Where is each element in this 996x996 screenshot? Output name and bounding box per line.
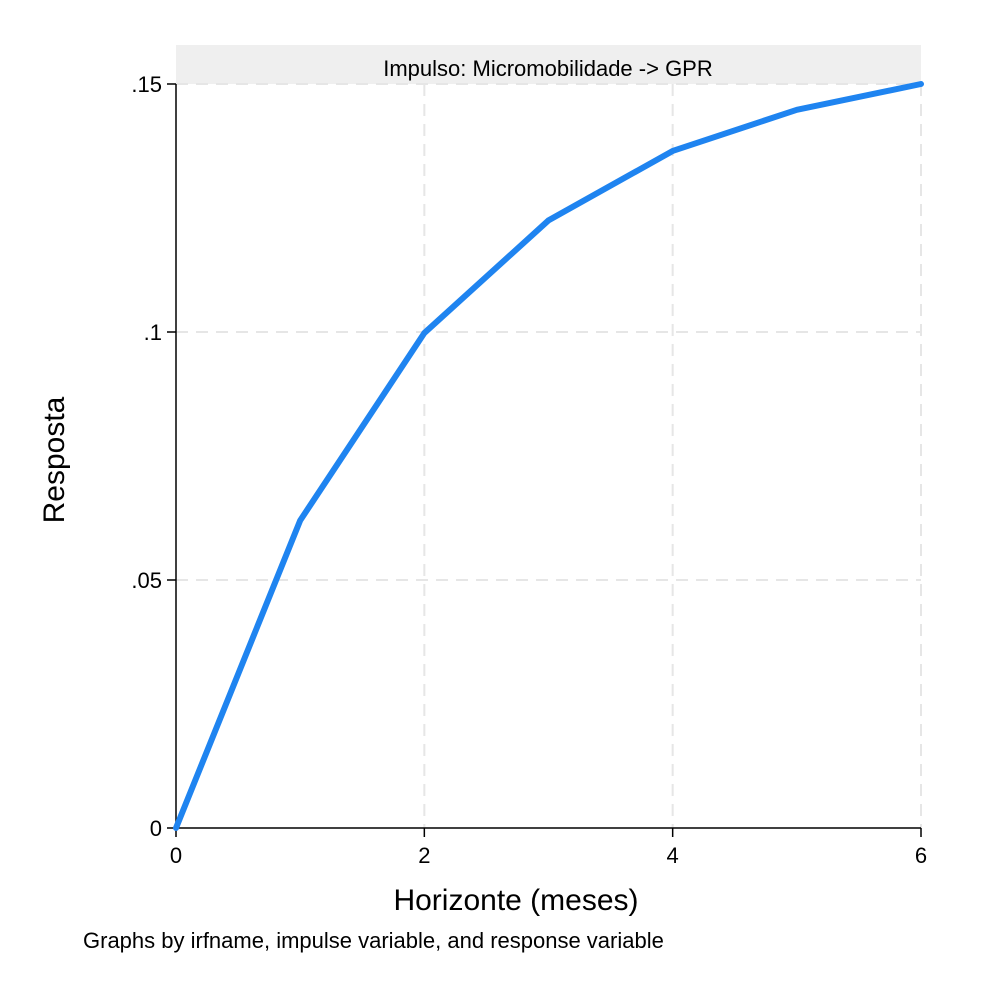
panel-title: Impulso: Micromobilidade -> GPR bbox=[383, 56, 713, 81]
graph-note: Graphs by irfname, impulse variable, and… bbox=[83, 928, 664, 953]
grid-lines bbox=[176, 83, 922, 828]
x-axis-title: Horizonte (meses) bbox=[393, 884, 638, 917]
y-tick-label: .1 bbox=[144, 320, 162, 345]
x-tick-label: 2 bbox=[418, 843, 430, 868]
series-line bbox=[173, 81, 924, 831]
y-tick-label: .05 bbox=[131, 568, 162, 593]
panel-title-strip bbox=[176, 45, 921, 84]
tick-labels: 0 2 4 6 0 .05 .1 .15 bbox=[131, 72, 927, 868]
y-tick-label: .15 bbox=[131, 72, 162, 97]
axes bbox=[167, 83, 922, 837]
x-tick-label: 6 bbox=[915, 843, 927, 868]
series-layer bbox=[173, 81, 924, 831]
y-axis-title: Resposta bbox=[38, 396, 71, 523]
x-tick-label: 0 bbox=[170, 843, 182, 868]
y-tick-label: 0 bbox=[150, 816, 162, 841]
x-tick-label: 4 bbox=[667, 843, 679, 868]
